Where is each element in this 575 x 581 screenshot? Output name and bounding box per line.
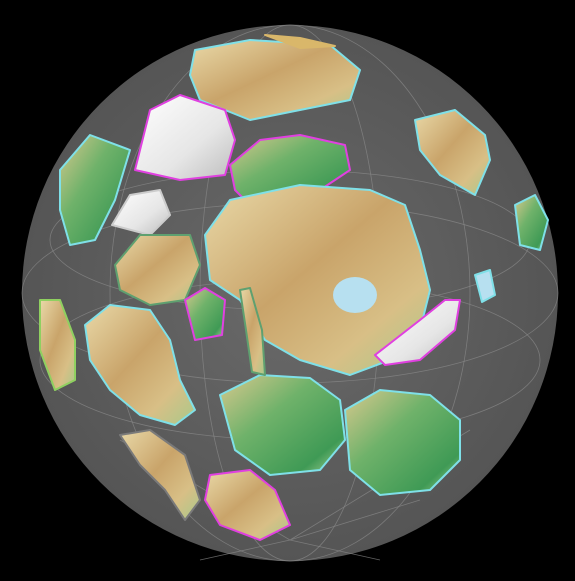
landmass xyxy=(59,134,131,246)
landmass xyxy=(184,287,226,341)
landmass xyxy=(474,269,496,303)
landmass xyxy=(264,34,336,49)
landmass xyxy=(344,389,461,496)
landmass xyxy=(134,94,236,181)
landmass xyxy=(111,189,171,236)
landmasses xyxy=(39,34,549,541)
lake xyxy=(333,277,377,313)
landmass xyxy=(414,109,491,196)
landmass xyxy=(514,194,549,251)
landmass xyxy=(219,374,346,476)
landmass xyxy=(84,304,196,426)
landmass xyxy=(239,287,266,376)
landmass xyxy=(374,299,461,366)
landmass xyxy=(119,429,201,521)
landmass xyxy=(204,469,291,541)
landmass xyxy=(39,299,76,391)
landmass xyxy=(114,234,201,306)
